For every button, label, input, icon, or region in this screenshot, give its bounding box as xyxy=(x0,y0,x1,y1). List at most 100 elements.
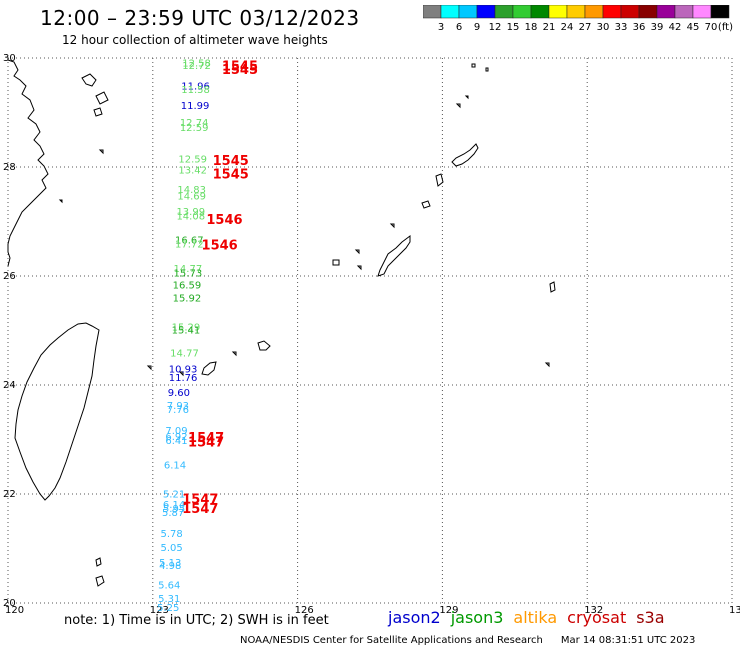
credit-text: NOAA/NESDIS Center for Satellite Applica… xyxy=(240,635,543,646)
colorbar-swatch xyxy=(423,5,442,19)
wave-height-value: 5.21 xyxy=(163,489,185,500)
batanes-island xyxy=(95,575,105,587)
colorbar-swatch xyxy=(548,5,568,19)
wave-height-value: 5.78 xyxy=(161,529,183,540)
colorbar-swatch xyxy=(512,5,532,19)
legend-item-jason3: jason3 xyxy=(450,608,504,627)
wave-height-value: 14.08 xyxy=(176,212,205,223)
wave-height-value: 13.99 xyxy=(176,207,205,218)
okinawa-island xyxy=(377,235,411,277)
pass-time-label: 1545 xyxy=(213,154,249,169)
wave-height-value: 15.41 xyxy=(172,325,201,336)
taiwan-coastline xyxy=(14,322,100,501)
wave-height-value: 11.58 xyxy=(181,85,210,96)
zhoushan-islands xyxy=(81,73,109,117)
colorbar-swatch xyxy=(674,5,694,19)
legend-item-altika: altika xyxy=(513,608,558,627)
colorbar-label: 6 xyxy=(456,22,462,33)
colorbar-swatch xyxy=(602,5,622,19)
colorbar-label: 9 xyxy=(474,22,480,33)
wave-height-value: 12.59 xyxy=(180,123,209,134)
wave-height-value: 13.42 xyxy=(178,166,207,177)
lon-tick-label: 120 xyxy=(5,605,24,616)
lon-tick-label: 129 xyxy=(439,605,458,616)
footnote: note: 1) Time is in UTC; 2) SWH is in fe… xyxy=(64,613,329,628)
colorbar-label: 27 xyxy=(579,22,592,33)
lat-tick-label: 20 xyxy=(3,598,16,609)
wave-height-value: 6.92 xyxy=(165,432,187,443)
wave-height-value: 14.77 xyxy=(174,264,203,275)
colorbar-label: 12 xyxy=(489,22,502,33)
colorbar-label: 70 xyxy=(705,22,718,33)
colorbar-swatch xyxy=(476,5,496,19)
wave-height-value: 14.69 xyxy=(177,191,206,202)
lon-tick-label: 123 xyxy=(150,605,169,616)
colorbar-swatch xyxy=(620,5,640,19)
pass-time-label: 1546 xyxy=(202,238,238,253)
colorbar-swatch xyxy=(692,5,712,19)
wave-height-value: 16.59 xyxy=(173,281,202,292)
wave-height-value: 7.76 xyxy=(167,405,189,416)
colorbar-label: 42 xyxy=(669,22,682,33)
wave-height-value: 5.25 xyxy=(157,603,179,614)
wave-height-observations: 12.5812.7211.9611.5811.9912.7412.5912.59… xyxy=(157,58,211,613)
kume-island xyxy=(332,259,340,266)
colorbar-label: 36 xyxy=(633,22,646,33)
coastlines xyxy=(7,59,556,587)
ishigaki-island xyxy=(201,361,217,376)
wave-height-value: 14.83 xyxy=(177,185,206,196)
lon-tick-label: 126 xyxy=(295,605,314,616)
wave-height-value: 14.77 xyxy=(170,348,199,359)
colorbar-swatch xyxy=(710,5,730,19)
okinoerabu-island xyxy=(421,200,431,209)
pass-time-label: 1547 xyxy=(182,492,218,507)
colorbar-label: 39 xyxy=(651,22,664,33)
satellite-legend: jason2 jason3 altika cryosat s3a xyxy=(388,608,675,627)
colorbar-label: 18 xyxy=(525,22,538,33)
wave-height-value: 11.99 xyxy=(181,101,210,112)
legend-item-s3a: s3a xyxy=(636,608,665,627)
grid-lines xyxy=(7,57,733,604)
lon-tick-label: 132 xyxy=(584,605,603,616)
colorbar-swatch xyxy=(530,5,550,19)
colorbar-label: 15 xyxy=(507,22,520,33)
colorbar: 3 6 9 12 15 18 21 24 27 30 33 36 39 42 45 70 (ft) xyxy=(423,5,733,33)
lat-tick-label: 22 xyxy=(3,489,16,500)
wave-height-value: 11.96 xyxy=(181,81,210,92)
wave-height-value: 10.93 xyxy=(169,365,198,376)
colorbar-label: 21 xyxy=(543,22,556,33)
colorbar-swatch xyxy=(440,5,460,19)
lat-tick-label: 30 xyxy=(3,53,16,64)
wave-height-value: 5.64 xyxy=(158,580,180,591)
page-subtitle: 12 hour collection of altimeter wave hei… xyxy=(62,33,328,47)
daito-island xyxy=(549,281,556,293)
axis-labels: 120 123 126 129 132 135 30 28 26 24 22 20 xyxy=(3,53,740,616)
wave-height-value: 6.41 xyxy=(165,436,187,447)
wave-height-value: 15.92 xyxy=(173,293,202,304)
wave-height-value: 5.13 xyxy=(159,558,181,569)
legend-item-jason2: jason2 xyxy=(388,608,441,627)
pass-time-label: 1546 xyxy=(206,213,242,228)
generation-timestamp: Mar 14 08:31:51 UTC 2023 xyxy=(560,635,696,646)
colorbar-swatch xyxy=(566,5,586,19)
colorbar-swatch xyxy=(656,5,676,19)
miyako-island xyxy=(257,340,271,351)
wave-height-value: 7.09 xyxy=(165,426,187,437)
amami-island xyxy=(451,143,479,167)
colorbar-label: 3 xyxy=(438,22,444,33)
wave-height-value: 6.14 xyxy=(164,461,186,472)
wave-height-value: 4.98 xyxy=(159,561,181,572)
credit-line: NOAA/NESDIS Center for Satellite Applica… xyxy=(240,635,695,646)
pass-time-label: 1545 xyxy=(222,63,258,78)
wave-height-value: 12.58 xyxy=(182,58,211,69)
colorbar-label: 33 xyxy=(615,22,628,33)
wave-height-value: 12.59 xyxy=(178,154,207,165)
wave-height-value: 17.72 xyxy=(175,239,204,250)
pass-time-label: 1545 xyxy=(213,168,249,183)
wave-height-value: 5.31 xyxy=(158,594,180,605)
wave-height-value: 15.73 xyxy=(174,269,203,280)
lat-tick-label: 26 xyxy=(3,271,16,282)
lanyu-island xyxy=(95,557,102,567)
